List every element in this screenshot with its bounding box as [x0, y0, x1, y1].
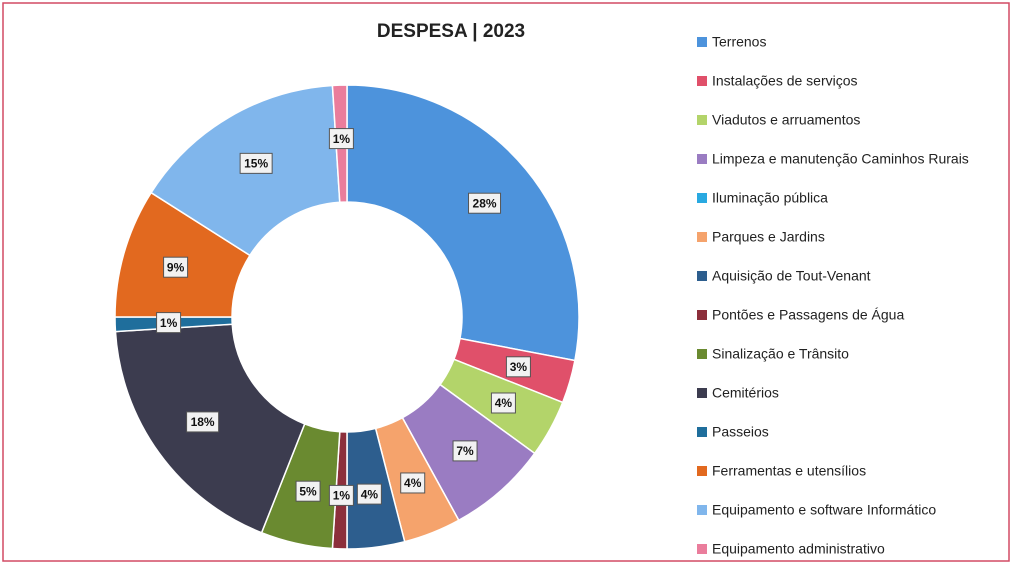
- legend-label: Sinalização e Trânsito: [712, 346, 849, 362]
- data-label: 4%: [404, 476, 422, 490]
- legend-swatch: [697, 193, 707, 203]
- data-label-box: [505, 356, 531, 378]
- legend-swatch: [697, 388, 707, 398]
- legend-swatch: [697, 37, 707, 47]
- chart-title: DESPESA | 2023: [377, 21, 525, 42]
- data-label: 3%: [510, 360, 528, 374]
- legend-swatch: [697, 232, 707, 242]
- legend-label: Cemitérios: [712, 385, 779, 401]
- data-label: 15%: [244, 157, 268, 171]
- legend-swatch: [697, 427, 707, 437]
- data-label-box: [239, 152, 273, 174]
- legend-label: Instalações de serviços: [712, 73, 858, 89]
- data-label: 7%: [456, 444, 474, 458]
- legend-label: Iluminação pública: [712, 190, 828, 206]
- legend-label: Passeios: [712, 424, 769, 440]
- legend-swatch: [697, 76, 707, 86]
- data-label: 1%: [333, 489, 351, 503]
- legend-swatch: [697, 349, 707, 359]
- data-label-box: [400, 472, 426, 494]
- legend-swatch: [697, 115, 707, 125]
- data-label-box: [356, 483, 382, 505]
- data-label: 4%: [495, 396, 513, 410]
- data-label: 9%: [167, 260, 185, 274]
- data-label: 4%: [361, 487, 379, 501]
- legend-label: Equipamento e software Informático: [712, 502, 936, 518]
- data-label-box: [295, 480, 321, 502]
- legend-label: Parques e Jardins: [712, 229, 825, 245]
- data-label: 28%: [473, 196, 497, 210]
- data-label-box: [452, 440, 478, 462]
- legend-label: Terrenos: [712, 34, 766, 50]
- data-label: 18%: [191, 415, 215, 429]
- legend-label: Equipamento administrativo: [712, 541, 885, 557]
- data-label: 1%: [333, 132, 351, 146]
- legend-swatch: [697, 271, 707, 281]
- legend-swatch: [697, 310, 707, 320]
- data-label-box: [163, 256, 189, 278]
- donut-segment: [346, 84, 580, 362]
- data-label-box: [186, 411, 220, 433]
- data-label: 1%: [160, 316, 178, 330]
- data-label-box: [328, 128, 354, 150]
- data-label-box: [490, 392, 516, 414]
- legend-label: Limpeza e manutenção Caminhos Rurais: [712, 151, 969, 167]
- legend-label: Aquisição de Tout-Venant: [712, 268, 871, 284]
- data-label: 5%: [299, 484, 317, 498]
- data-label-box: [156, 312, 182, 334]
- data-label-box: [328, 484, 354, 506]
- legend-label: Pontões e Passagens de Água: [712, 307, 904, 323]
- legend-swatch: [697, 505, 707, 515]
- data-label-box: [468, 192, 502, 214]
- legend-swatch: [697, 154, 707, 164]
- legend-swatch: [697, 466, 707, 476]
- legend-label: Ferramentas e utensílios: [712, 463, 866, 479]
- legend-swatch: [697, 544, 707, 554]
- legend-label: Viadutos e arruamentos: [712, 112, 860, 128]
